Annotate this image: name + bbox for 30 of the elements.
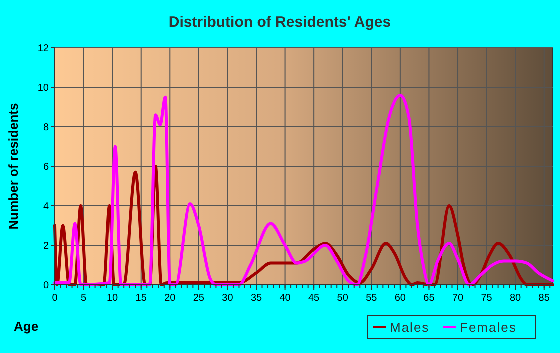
x-tick-label: 20: [164, 293, 176, 304]
x-tick-label: 45: [308, 293, 320, 304]
y-axis-title: Number of residents: [6, 103, 21, 230]
y-tick-label: 12: [38, 44, 50, 54]
x-tick-label: 5: [81, 293, 88, 304]
x-tick-label: 35: [250, 293, 262, 304]
x-tick-label: 50: [337, 293, 349, 304]
x-tick-label: 70: [452, 293, 464, 304]
x-tick-label: 40: [280, 293, 292, 304]
x-tick-label: 30: [222, 293, 234, 304]
x-tick-label: 10: [107, 293, 119, 304]
y-tick-label: 8: [43, 122, 50, 134]
y-tick-label: 6: [43, 162, 50, 173]
legend-label: Males: [390, 320, 430, 335]
x-tick-label: 65: [424, 293, 436, 304]
chart-title: Distribution of Residents' Ages: [168, 14, 392, 31]
x-tick-label: 25: [193, 293, 205, 304]
y-tick-label: 4: [43, 202, 50, 212]
legend-label: Females: [460, 320, 517, 335]
y-tick-label: 10: [38, 83, 50, 94]
y-tick-label: 0: [43, 280, 50, 292]
y-tick-label: 2: [43, 241, 50, 252]
x-tick-label: 55: [366, 293, 378, 304]
x-tick-label: 15: [136, 293, 148, 304]
x-axis-title: Age: [14, 319, 39, 334]
x-tick-label: 85: [538, 293, 550, 304]
x-tick-label: 0: [52, 293, 58, 304]
x-tick-label: 60: [394, 293, 406, 304]
x-tick-label: 80: [510, 293, 522, 304]
x-tick-label: 75: [481, 293, 493, 304]
